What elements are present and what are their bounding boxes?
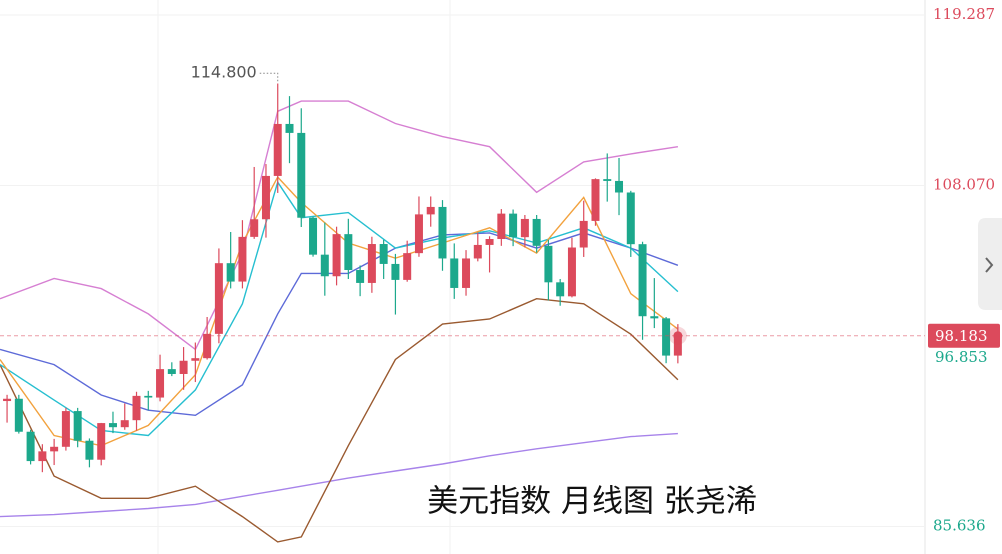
candle-body — [391, 263, 400, 280]
candle-body — [591, 179, 600, 221]
candle-body — [238, 236, 247, 282]
y-tick-label: 85.636 — [933, 517, 986, 535]
candle-body — [626, 192, 635, 245]
candle-body — [403, 253, 412, 280]
candle-body — [144, 395, 153, 398]
candle-body — [132, 395, 141, 421]
candle-body — [97, 423, 106, 460]
candle-body — [167, 369, 176, 374]
indicator-line — [0, 100, 679, 351]
background-grid — [157, 0, 926, 554]
annotation-label: 114.800 — [191, 63, 257, 82]
candle-body — [509, 213, 518, 238]
y-tick-label: 119.287 — [933, 5, 995, 23]
plot-layer: 119.287 108.070 85.636 114.800 98.183 96.853 — [0, 5, 1000, 543]
candle-body — [567, 247, 576, 297]
last-price-dot — [673, 331, 683, 341]
last-price-tag — [928, 323, 1000, 348]
candle-body — [426, 206, 435, 215]
candle-body — [285, 123, 294, 133]
candle-body — [462, 258, 471, 288]
candle-body — [14, 398, 23, 432]
candle-body — [3, 398, 12, 402]
candle-body — [438, 206, 447, 259]
candle-body — [309, 217, 318, 255]
candle-body — [414, 214, 423, 254]
chevron-icon[interactable] — [985, 257, 994, 273]
annotation-leader — [259, 72, 279, 84]
indicator-line — [0, 175, 679, 447]
candle-body — [26, 431, 35, 462]
candle-body — [450, 258, 459, 288]
candles — [3, 83, 682, 473]
candle-body — [544, 245, 553, 283]
side-tab[interactable] — [978, 218, 1002, 310]
candle-body — [344, 234, 353, 271]
candle-body — [203, 333, 212, 359]
candle-body — [603, 179, 612, 181]
candle-body — [579, 220, 588, 248]
candle-body — [497, 213, 506, 240]
candle-body — [261, 175, 270, 220]
candle-body — [120, 420, 129, 428]
candle-body — [367, 244, 376, 283]
candle-body — [379, 244, 388, 264]
candle-body — [73, 411, 82, 441]
indicator-line — [0, 180, 679, 437]
candle-body — [50, 446, 59, 452]
y-tick-label: 108.070 — [933, 176, 995, 194]
last-price-label: 98.183 — [935, 327, 988, 345]
candle-body — [556, 282, 565, 297]
marker-label: 96.853 — [935, 348, 988, 366]
candle-body — [108, 423, 117, 428]
candle-body — [520, 218, 529, 238]
candle-body — [214, 263, 223, 334]
candle-body — [191, 358, 200, 361]
indicator-line — [0, 432, 678, 518]
candle-body — [226, 263, 235, 282]
candle-body — [673, 335, 682, 356]
candle-body — [615, 180, 624, 193]
chart-title: 美元指数 月线图 张尧浠 — [427, 484, 757, 520]
candle-body — [273, 123, 282, 176]
candle-body — [61, 411, 70, 447]
candle-body — [532, 218, 541, 246]
candle-body — [38, 451, 47, 462]
candle-body — [179, 360, 188, 374]
candle-body — [473, 244, 482, 259]
candle-body — [485, 239, 494, 245]
candle-body — [320, 254, 329, 277]
indicator-lines — [0, 100, 679, 543]
candle-body — [250, 219, 259, 237]
candle-body — [156, 369, 165, 398]
candle-body — [650, 316, 659, 319]
candle-body — [85, 440, 94, 460]
candle-body — [297, 132, 306, 218]
candle-body — [332, 234, 341, 277]
candle-body — [662, 318, 671, 356]
candle-body — [356, 270, 365, 283]
candle-body — [638, 244, 647, 317]
